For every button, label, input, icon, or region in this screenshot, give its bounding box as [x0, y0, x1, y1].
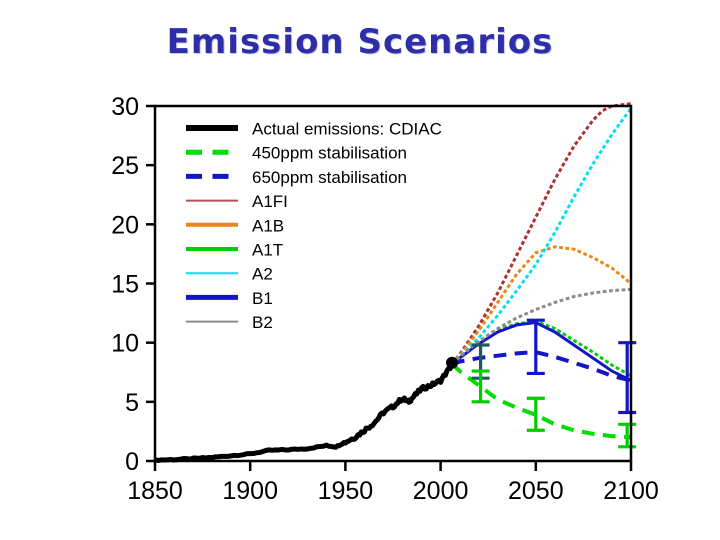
legend-item: 650ppm stabilisation	[186, 168, 407, 187]
x-tick-label: 2000	[413, 477, 469, 505]
legend-item: Actual emissions: CDIAC	[186, 120, 442, 139]
current-emissions-dot	[446, 356, 459, 369]
x-tick-label: 2100	[603, 477, 659, 505]
error-bar-layer	[471, 318, 637, 449]
series-line	[450, 362, 632, 440]
page-title: Emission Scenarios	[166, 22, 554, 62]
axis-layer	[146, 104, 633, 471]
y-tick-label: 30	[111, 93, 139, 121]
x-tick-label: 1950	[318, 477, 374, 505]
y-tick-label: 20	[111, 211, 139, 239]
series-line	[450, 245, 632, 365]
y-tick-label: 10	[111, 330, 139, 358]
series-line	[451, 350, 632, 383]
legend-item: 450ppm stabilisation	[186, 144, 407, 163]
x-tick-label: 1850	[127, 477, 183, 505]
y-tick-label: 0	[125, 448, 139, 476]
legend-label: A1B	[252, 216, 284, 235]
series-line	[154, 361, 455, 463]
marker-layer	[446, 356, 459, 369]
x-tick-label: 1900	[222, 477, 278, 505]
series-line	[451, 319, 632, 378]
x-tick-label: 2050	[508, 477, 564, 505]
y-tick-label: 5	[125, 389, 139, 417]
tick-label-layer: 0 5 10 15 20 25 30 1850 1900 1950 2000 2050 2100	[111, 93, 659, 505]
legend-item: A1T	[186, 241, 283, 260]
legend-item: A1B	[186, 216, 284, 235]
legend-label: B1	[252, 289, 273, 308]
y-tick-label: 15	[111, 271, 139, 299]
legend-item: A2	[186, 265, 273, 284]
legend-item: B2	[186, 313, 273, 332]
legend-label: Actual emissions: CDIAC	[252, 120, 442, 139]
legend-label: A2	[252, 265, 273, 284]
legend-label: 450ppm stabilisation	[252, 144, 407, 163]
legend-label: B2	[252, 313, 273, 332]
legend-label: A1T	[252, 241, 283, 260]
error-bar	[618, 422, 637, 449]
y-tick-label: 25	[111, 152, 139, 180]
error-bar	[618, 341, 637, 415]
error-bar	[526, 396, 545, 432]
chart-legend: Actual emissions: CDIAC 450ppm stabilisat…	[186, 120, 442, 332]
legend-item: B1	[186, 289, 273, 308]
error-bar	[471, 369, 490, 404]
error-bar	[526, 318, 545, 376]
legend-label: 650ppm stabilisation	[252, 168, 407, 187]
legend-label: A1FI	[252, 192, 288, 211]
series-line	[450, 102, 632, 365]
legend-item: A1FI	[186, 192, 288, 211]
